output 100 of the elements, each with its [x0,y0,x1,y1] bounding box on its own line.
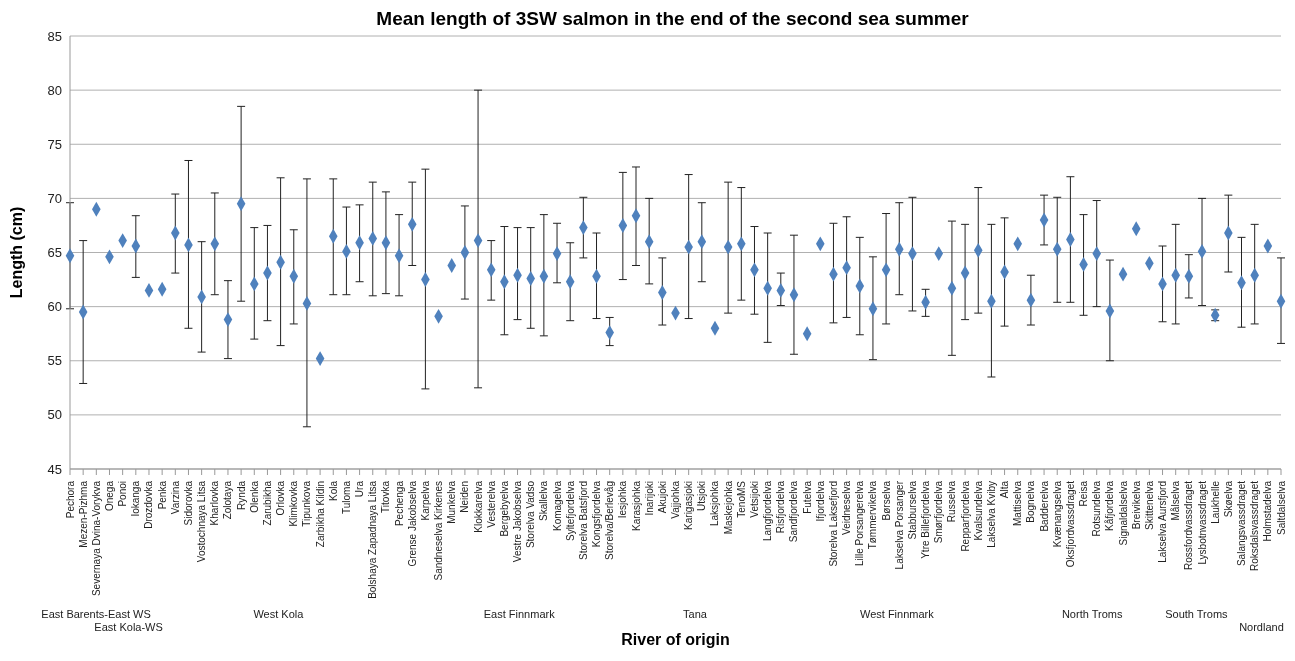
x-tick-label: Neiden [459,481,471,513]
x-tick-label: Storelva Laksefjord [827,481,839,567]
y-axis-title: Length (cm) [7,206,25,299]
x-tick-label: Komagelva [551,480,563,532]
x-tick-label: Zolotaya [222,480,234,520]
x-tick-label: Ifjordelva [814,480,826,522]
x-tick-label: Lakselva Kviby [985,481,997,548]
x-tick-label: Iokanga [130,480,142,517]
text: South Troms [1165,608,1228,620]
x-tick-label: Reisa [1078,480,1090,507]
text: Tana [683,608,707,620]
x-tick-label: Olenka [248,480,260,513]
x-tick-label: Laukhelle [1209,480,1221,524]
x-tick-label: Drozdovka [143,480,155,529]
x-tick-label: Onega [103,480,115,512]
x-tick-label: Futelva [801,480,813,514]
x-tick-label: Vestre Jakobselva [512,480,524,563]
x-tick-label: TenoMS [735,480,747,518]
text: East Finnmark [483,608,555,620]
x-tick-label: Orlovka [275,480,287,516]
x-tick-label: Inarijoki [643,481,655,516]
x-tick-label: Salangsvassdraget [1236,480,1248,567]
x-tick-label: Tømmervikelva [867,480,879,550]
chart-title: Mean length of 3SW salmon in the end of the second sea summer [375,8,970,30]
x-tick-label: Storelva/Berlevåg [604,481,616,560]
x-tick-label: Laksjohka [709,480,721,527]
x-tick-label: Kvalsundelva [972,480,984,541]
x-tick-label: Zarubikha [261,480,273,526]
text: West Finnmark [859,608,934,620]
x-tick-label: Bolshaya Zapadnaya Litsa [367,480,379,599]
x-tick-label: Sandneselva Kirkenes [433,481,445,581]
y-tick-label: 50 [47,407,62,423]
y-tick-label: 85 [47,28,62,44]
x-tick-label: Holmstadelva [1262,480,1274,542]
x-tick-label: Signaldalselva [1117,480,1129,546]
x-tick-label: Kvænangselva [1051,480,1063,548]
x-tick-label: Ytre Billefjordelva [920,480,932,559]
x-tick-label: Kola [327,480,339,502]
x-tick-label: Russelva [946,480,958,523]
x-tick-label: Kåfjordelva [1104,480,1116,532]
x-tick-label: Rossfordvassdraget [1183,480,1195,570]
y-tick-label: 70 [47,190,62,206]
x-tick-label: Breivikelva [1130,480,1142,530]
x-tick-label: Storelva Batsfjord [577,481,589,560]
x-axis-title: River of origin [621,631,730,648]
x-tick-label: Roksdalsvassdraget [1249,480,1261,572]
x-tick-label: Bognelva [1025,480,1037,523]
text: North Troms [1061,608,1123,620]
x-tick-label: Rynda [235,480,247,510]
x-tick-label: Utsjoki [696,481,708,512]
x-tick-label: Klimkovka [288,480,300,527]
x-tick-label: Ponoi [117,481,129,507]
x-tick-label: Grense Jakobselva [406,480,418,567]
x-tick-label: Skittenelva [1143,480,1155,530]
x-tick-label: Iesjohka [617,480,629,519]
x-tick-label: Titovka [380,480,392,513]
x-tick-label: Kongsfjordelva [591,480,603,548]
x-tick-label: Målselva [1170,480,1182,521]
x-tick-label: Syltefjordelva [564,480,576,542]
y-tick-label: 60 [47,299,62,315]
x-tick-label: Akujoki [656,481,668,514]
x-tick-label: Langfjordelva [762,480,774,542]
y-tick-label: 45 [47,461,62,477]
y-tick-label: 65 [47,245,62,261]
x-tick-label: Lille Porsangerelva [854,480,866,567]
x-tick-label: Karpelva [419,480,431,521]
x-tick-label: Varzina [169,480,181,515]
x-tick-label: Lakselva Porsanger [893,480,905,570]
x-tick-label: Klokkarelva [472,480,484,533]
x-tick-label: Kharlovka [209,480,221,526]
x-tick-label: Severnaya Dvina-Vorykva [90,480,102,597]
x-tick-label: Munkelva [446,480,458,524]
x-tick-label: Børselva [880,480,892,521]
x-tick-label: Tuloma [340,480,352,514]
x-tick-label: Saltdalselva [1275,480,1287,535]
x-tick-label: Rotsundelva [1091,480,1103,537]
y-tick-label: 75 [47,136,62,152]
x-tick-label: Repparfjordelva [959,480,971,552]
x-tick-label: Sidorovka [182,480,194,526]
x-tick-label: Penka [156,480,168,510]
text: East Barents-East WS [41,608,151,620]
x-tick-label: Risfjordelva [775,480,787,534]
x-tick-label: Mezen-Pizhma [77,480,89,548]
x-tick-label: Alta [999,480,1011,499]
x-tick-label: Bergebyelva [498,480,510,537]
x-tick-label: Vesterelva [485,480,497,528]
x-tick-label: Maskejohka [722,480,734,535]
x-tick-label: Oksfjordvassdraget [1064,480,1076,568]
x-tick-label: Skallelva [538,480,550,522]
x-tick-label: Badderelva [1038,480,1050,532]
x-tick-label: Sandfjordelva [788,480,800,543]
x-tick-label: Pechenga [393,480,405,527]
y-tick-label: 80 [47,82,62,98]
x-tick-label: Lysbotnvassdraget [1196,480,1208,565]
text: West Kola [253,608,304,620]
x-tick-label: Stabburselva [906,480,918,540]
x-tick-label: Karasjohka [630,480,642,532]
y-tick-label: 55 [47,353,62,369]
x-tick-label: Vostochnaya Litsa [196,480,208,563]
x-tick-label: Tipunkova [301,480,313,527]
